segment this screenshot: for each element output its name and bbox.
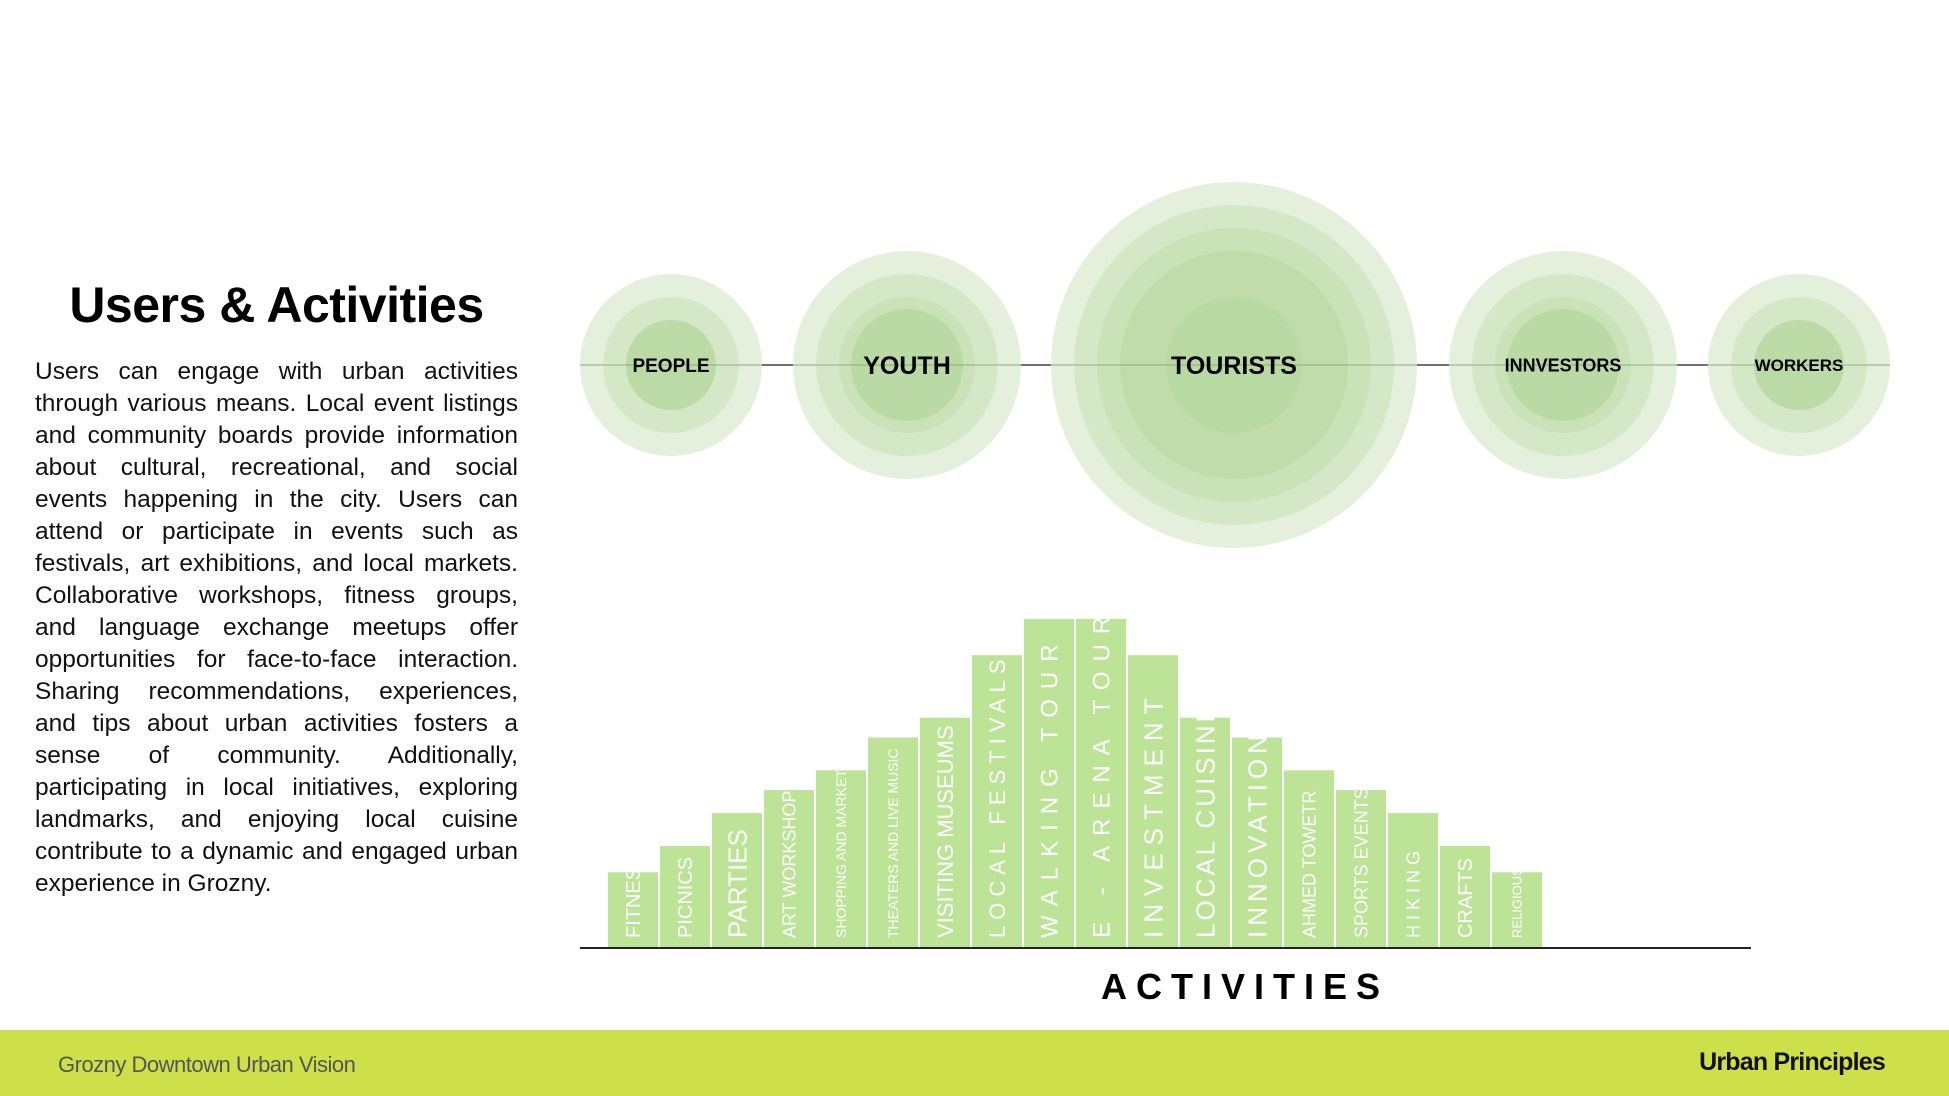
bar-label: LOCAL FESTIVALS — [985, 654, 1010, 938]
bar — [1024, 619, 1074, 948]
bar — [868, 737, 918, 948]
bar-label: E - ARENA TOUR — [1089, 607, 1116, 938]
footer-section-name: Urban Principles — [1699, 1048, 1886, 1076]
bar — [972, 655, 1022, 948]
bar-label: SHOPPING AND MARKETS — [833, 760, 849, 938]
activities-axis-title: ACTIVITIES — [1100, 966, 1390, 1007]
bar-label: INNOVATION — [1242, 730, 1272, 938]
bar — [1336, 790, 1386, 948]
bar-label: RELIGIOUS — [1510, 867, 1525, 938]
user-label: WORKERS — [1755, 356, 1844, 375]
bar — [816, 770, 866, 948]
bar-label: VISITING MUSEUMS — [933, 725, 958, 938]
user-label: PEOPLE — [632, 356, 709, 377]
user-group-people: PEOPLE — [580, 274, 762, 456]
bar — [1440, 846, 1490, 948]
bar — [1388, 813, 1438, 948]
footer-project-name: Grozny Downtown Urban Vision — [58, 1052, 356, 1077]
bar — [920, 717, 970, 948]
bar-label: FITNESS — [623, 854, 645, 938]
user-label: INNVESTORS — [1505, 355, 1622, 375]
bar — [1232, 737, 1282, 948]
bar — [608, 872, 658, 948]
bar-label: AHMED TOWETR — [1299, 791, 1319, 938]
users-diagram: PEOPLE YOUTH TOURISTS INNVESTORS WORKERS — [580, 182, 1890, 548]
activities-chart: FITNESS PICNICS PARTIES ART WORKSHOPS SHOPPI… — [580, 607, 1751, 949]
bar-label: WALKING TOUR — [1037, 634, 1064, 938]
page-title: Users & Activities — [69, 277, 484, 333]
bar-label: INVESTMENT — [1138, 690, 1168, 938]
bar-label: PICNICS — [675, 857, 697, 938]
bar-label: SPORTS EVENTS — [1351, 787, 1371, 938]
user-label: TOURISTS — [1171, 352, 1297, 380]
bar — [1284, 770, 1334, 948]
user-label: YOUTH — [863, 352, 951, 380]
bar-label: PARTIES — [722, 829, 752, 938]
bar-label: ART WORKSHOPS — [779, 779, 799, 938]
user-group-workers: WORKERS — [1708, 274, 1890, 456]
bar-label: CRAFTS — [1455, 858, 1477, 938]
bar — [712, 813, 762, 948]
bar-label: LOCAL CUISINE — [1190, 702, 1220, 938]
bar — [660, 846, 710, 948]
user-group-innvestors: INNVESTORS — [1449, 251, 1677, 479]
bar-label: THEATERS AND LIVE MUSIC — [885, 748, 901, 938]
bar — [764, 790, 814, 948]
bar-label: HIKING — [1403, 846, 1423, 938]
bar — [1076, 619, 1126, 948]
footer-bar: Grozny Downtown Urban Vision Urban Princ… — [0, 1030, 1949, 1096]
bar — [1492, 872, 1542, 948]
bar — [1180, 717, 1230, 948]
user-group-youth: YOUTH — [793, 251, 1021, 479]
bar — [1128, 655, 1178, 948]
description-paragraph: Users can engage with urban activities t… — [35, 358, 518, 897]
user-group-tourists: TOURISTS — [1051, 182, 1417, 548]
